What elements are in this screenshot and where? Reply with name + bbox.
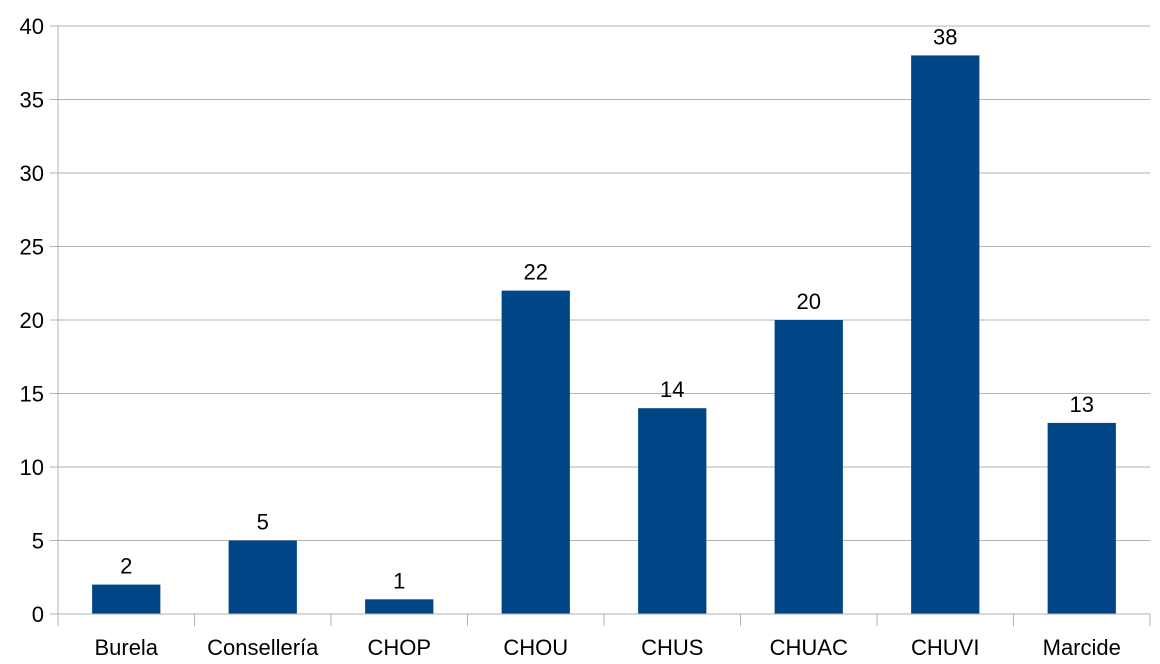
axis-layer (57, 26, 1151, 626)
data-label: 2 (120, 554, 132, 579)
data-label: 14 (660, 377, 684, 402)
bar-marcide (1047, 422, 1116, 614)
x-tick-label: Burela (94, 635, 158, 659)
y-tick-label: 25 (20, 235, 44, 260)
y-tick-label: 0 (32, 602, 44, 627)
data-label: 22 (524, 260, 548, 285)
y-tick-label: 40 (20, 14, 44, 39)
y-tick-label: 20 (20, 308, 44, 333)
x-tick-label: CHUS (641, 635, 703, 659)
data-label: 38 (933, 24, 957, 49)
y-tick-label: 10 (20, 455, 44, 480)
y-tick-label: 15 (20, 382, 44, 407)
data-label: 5 (257, 510, 269, 535)
bar-burela (92, 584, 161, 614)
y-tick-label: 5 (32, 529, 44, 554)
bars-layer (92, 55, 1116, 614)
data-label: 20 (797, 289, 821, 314)
y-tick-label: 35 (20, 88, 44, 113)
bar-chuac (774, 320, 843, 614)
data-label: 13 (1070, 392, 1094, 417)
x-tick-label: CHOP (367, 635, 431, 659)
bar-chou (501, 290, 570, 614)
data-label: 1 (393, 568, 405, 593)
x-tick-label: CHOU (503, 635, 568, 659)
x-tick-label: CHUVI (911, 635, 979, 659)
bar-conseller-a (228, 540, 297, 614)
labels-layer: 0 5 10 15 20 25 30 35 40 2 Burela 5 Consellería 1 CHOP… (20, 14, 1121, 660)
bar-chop (365, 599, 434, 614)
y-tick-label: 30 (20, 161, 44, 186)
x-tick-label: CHUAC (770, 635, 848, 659)
x-tick-label: Consellería (207, 635, 319, 659)
bar-chuvi (911, 55, 980, 614)
bar-chus (638, 408, 707, 614)
x-tick-label: Marcide (1043, 635, 1121, 659)
grid-layer (50, 25, 1150, 615)
